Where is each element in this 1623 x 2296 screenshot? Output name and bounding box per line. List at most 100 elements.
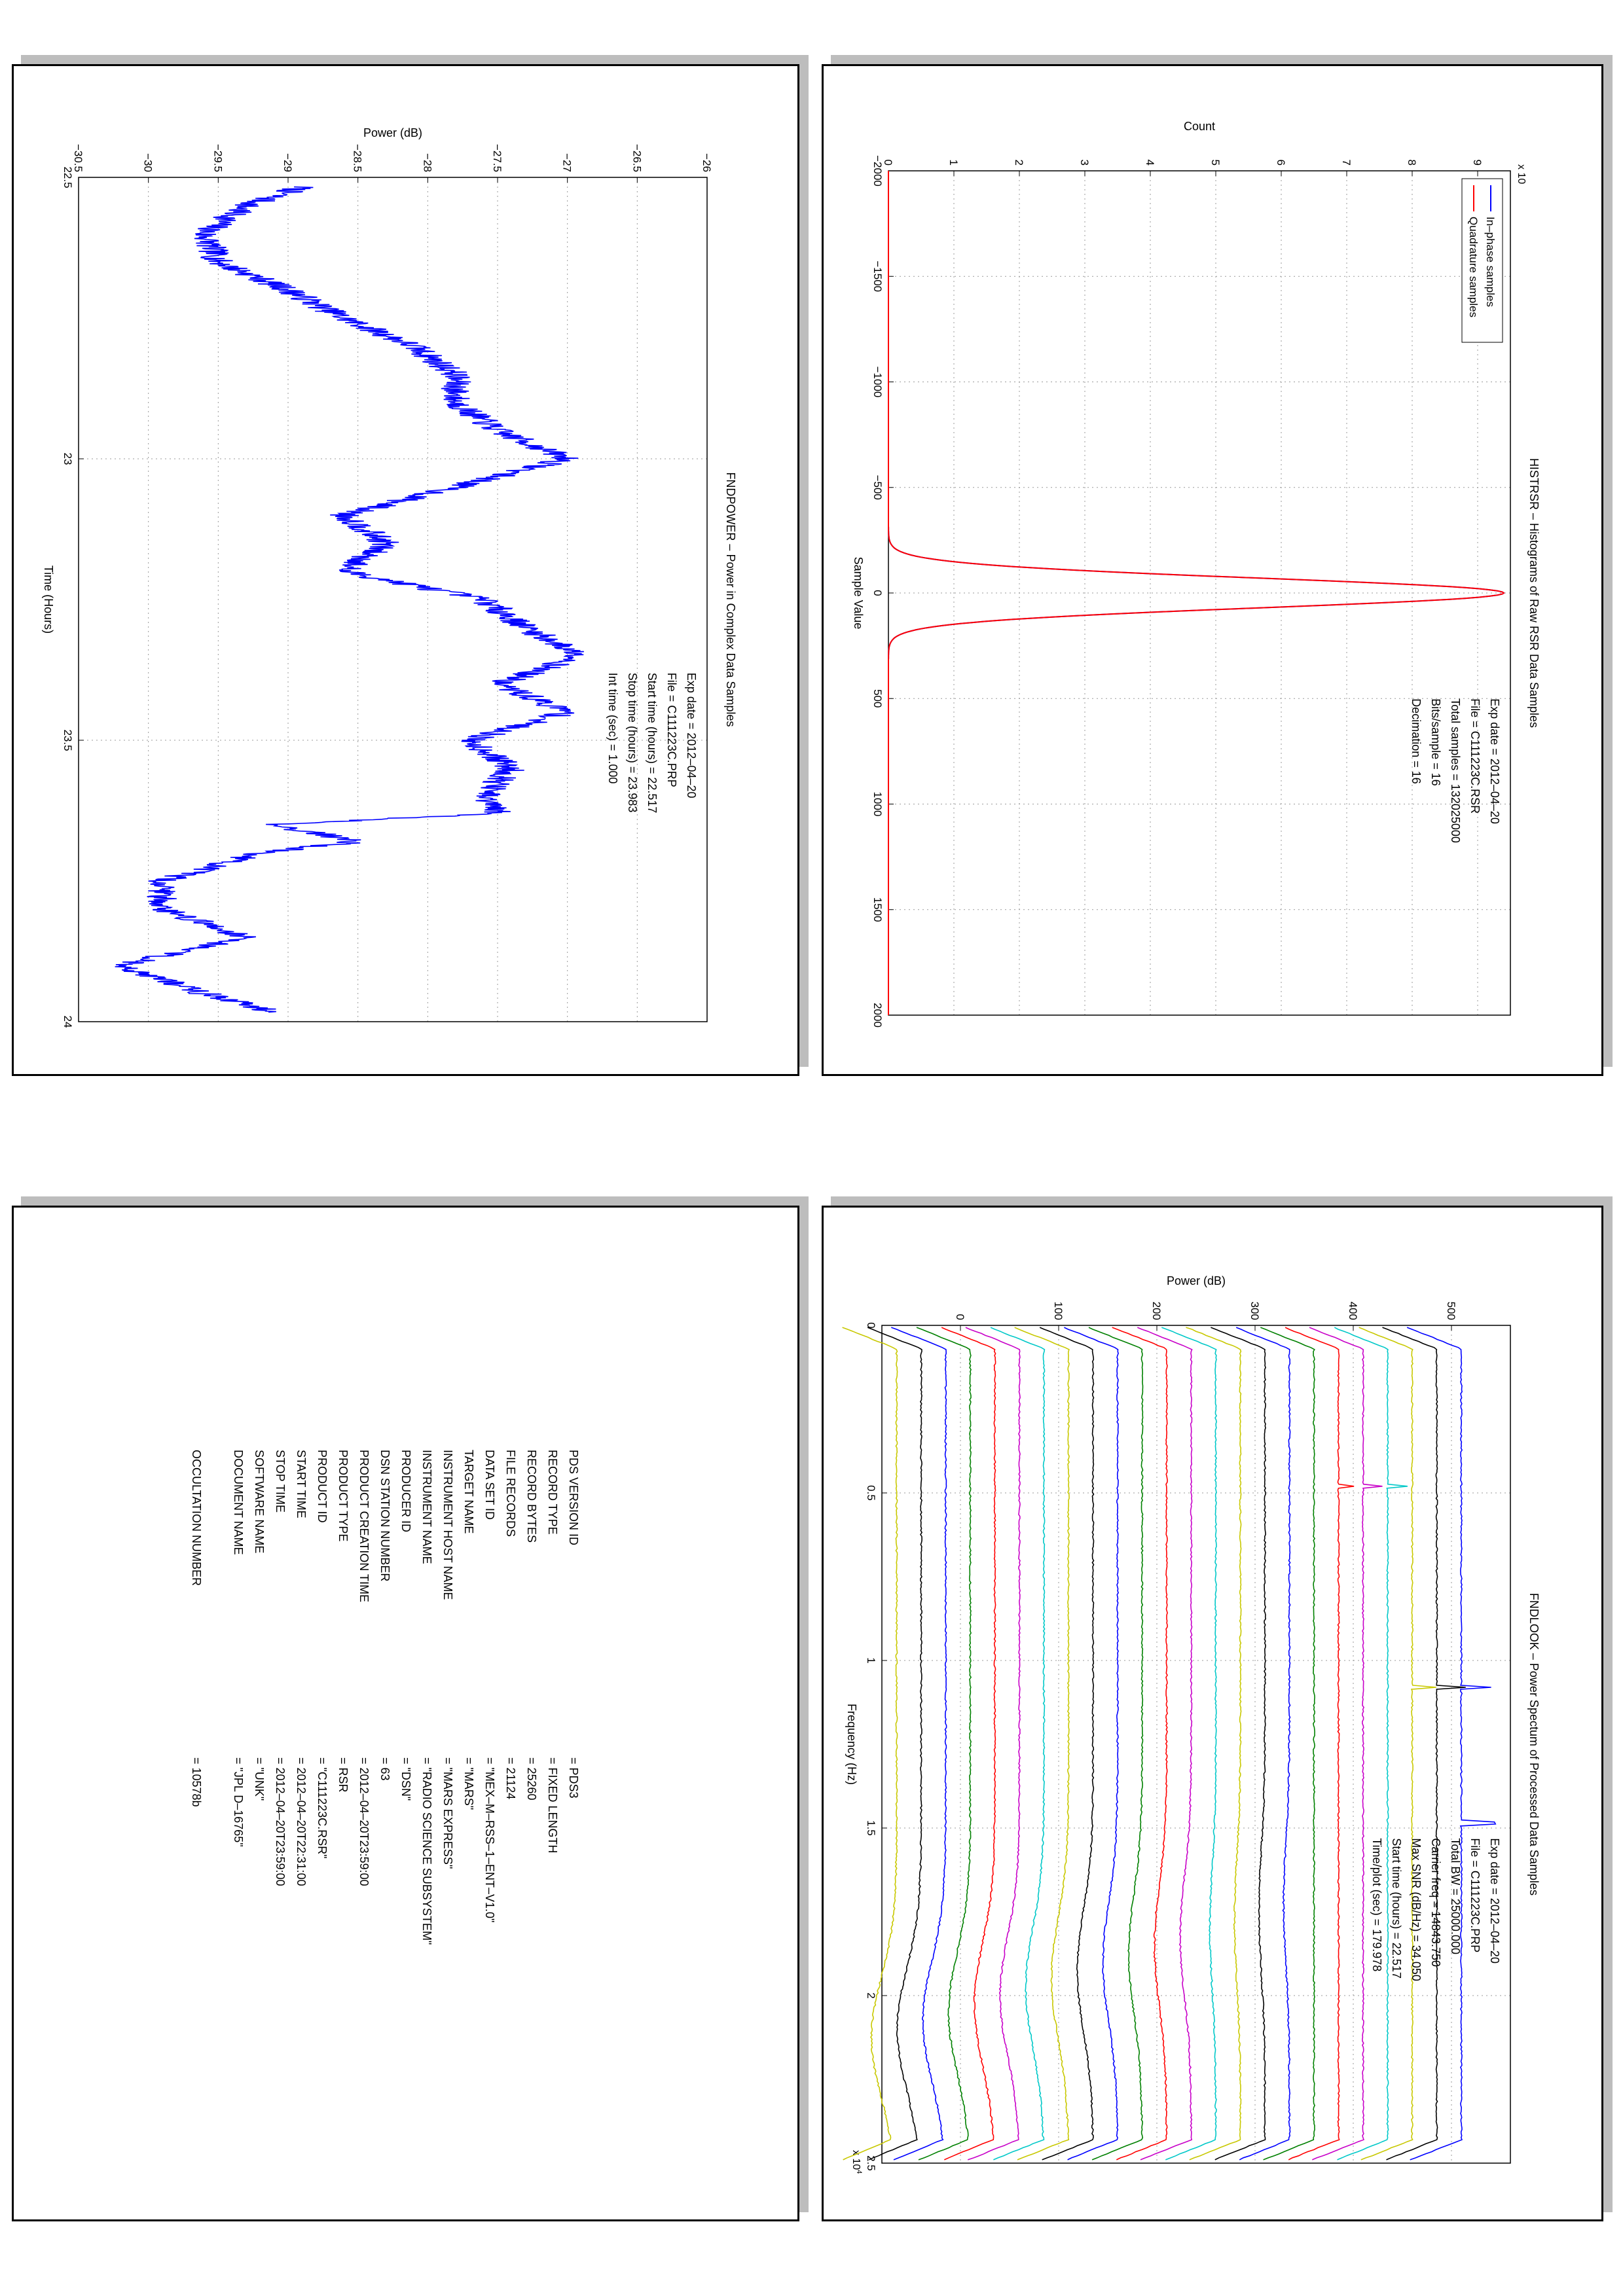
pds-value: = "JPL D–16765" <box>232 1757 245 1847</box>
pds-key: DOCUMENT NAME <box>232 1450 245 1555</box>
y-tick-label: 200 <box>1150 1302 1163 1320</box>
pds-value: = "RADIO SCIENCE SUBSYSTEM" <box>420 1757 433 1945</box>
pds-value: = "MARS EXPRESS" <box>441 1757 454 1869</box>
x-exponent-label: x 104 <box>850 2150 863 2174</box>
fndlook-rotated: 0 0.5 1 1.5 2 2.5 0 100 200 300 400 500 FNDLOOK – Po… <box>836 1221 1589 2206</box>
info-line: Exp date = 2012–04–20 <box>1488 1838 1501 1964</box>
info-line: Start time (hours) = 22.517 <box>646 673 659 814</box>
y-tick-label: −29 <box>282 153 294 172</box>
spectrum-trace <box>1137 1327 1193 2161</box>
spectrum-trace <box>1014 1327 1070 2161</box>
spectrum-trace <box>1039 1327 1095 2161</box>
pds-value: = "C111223C.RSR" <box>316 1757 329 1859</box>
y-axis-label: Power (dB) <box>1167 1274 1226 1287</box>
x-tick-label: 2.5 <box>865 2155 877 2171</box>
info-line: File = C111223C.RSR <box>1468 698 1482 814</box>
pds-value: = "MEX–M–RSS–1–ENT–V1.0" <box>483 1757 496 1922</box>
pds-value: = PDS3 <box>567 1757 580 1799</box>
spectrum-trace <box>1309 1327 1383 2161</box>
y-tick-label: 0 <box>882 160 894 166</box>
x-tick-label: 23.5 <box>62 729 74 751</box>
pds-key: STOP TIME <box>274 1450 287 1513</box>
legend: In–phase samples Quadrature samples <box>1461 178 1503 343</box>
info-line: Total samples = 132025000 <box>1449 698 1462 843</box>
spectrum-trace <box>1359 1327 1436 2161</box>
spectrum-trace <box>1112 1327 1168 2161</box>
pds-key: INSTRUMENT HOST NAME <box>441 1450 454 1600</box>
pds-value: = 21124 <box>504 1757 517 1799</box>
y-tick-label: 5 <box>1209 160 1222 166</box>
plot-frame <box>881 1325 1511 2164</box>
pds-value: = 25260 <box>525 1757 538 1801</box>
pds-key: PRODUCER ID <box>399 1450 412 1532</box>
pds-key: START TIME <box>295 1450 308 1518</box>
pds-label-text: PDS VERSION ID = PDS3 RECORD TYPE = FIXED L… <box>190 1450 580 1945</box>
pds-key: RECORD TYPE <box>546 1450 559 1535</box>
spectrum-trace <box>990 1327 1046 2161</box>
legend-label: In–phase samples <box>1484 217 1497 307</box>
pds-value: = "DSN" <box>399 1757 412 1801</box>
pds-value: = "MARS" <box>462 1757 475 1810</box>
power-trace <box>115 186 584 1013</box>
spectrum-trace <box>1382 1327 1466 2161</box>
x-tick-label: 500 <box>871 689 884 708</box>
y-tick-label: 2 <box>1013 160 1025 166</box>
pds-key: FILE RECORDS <box>504 1450 517 1537</box>
pds-key: RECORD BYTES <box>525 1450 538 1543</box>
x-axis-label: Sample Value <box>852 557 865 630</box>
spectrum-trace <box>965 1327 1021 2161</box>
spectrum-trace <box>1285 1327 1355 2161</box>
spectrum-trace <box>1088 1327 1144 2161</box>
y-tick-label: −29.5 <box>211 144 224 172</box>
histogram-line-quadrature <box>888 171 1505 1015</box>
pds-key: OCCULTATION NUMBER <box>190 1450 203 1586</box>
y-tick-label: 500 <box>1445 1302 1457 1320</box>
x-tick-label: −500 <box>871 475 884 500</box>
spectrum-trace <box>891 1327 947 2161</box>
info-line: Int time (sec) = 1.000 <box>606 673 619 784</box>
y-exponent-label: x 10 <box>1516 164 1527 184</box>
histrsr-rotated: −2000 −1500 −1000 −500 0 500 1000 1500 2000 0 1 2 3 4… <box>836 79 1589 1061</box>
x-tick-label: 0.5 <box>865 1485 877 1501</box>
y-tick-label: 1 <box>947 160 960 166</box>
x-tick-label: 23 <box>62 453 74 465</box>
y-tick-label: 0 <box>954 1314 966 1320</box>
pds-key: PRODUCT TYPE <box>337 1450 350 1541</box>
pds-key: PRODUCT ID <box>316 1450 329 1523</box>
y-tick-label: −26 <box>701 153 713 172</box>
y-tick-label: −27 <box>560 153 573 172</box>
y-tick-label: 8 <box>1406 160 1418 166</box>
spectrum-trace <box>1186 1327 1242 2161</box>
histogram-line-inphase <box>888 171 1505 1015</box>
info-line: File = C111223C.PRP <box>665 673 678 787</box>
x-tick-label: 0 <box>871 590 884 596</box>
y-tick-label: 3 <box>1078 160 1091 166</box>
pds-key: INSTRUMENT NAME <box>420 1450 433 1564</box>
spectrum-trace <box>842 1327 898 2161</box>
pds-label-panel: PDS VERSION ID = PDS3 RECORD TYPE = FIXED L… <box>12 1206 799 2221</box>
pds-key: PDS VERSION ID <box>567 1450 580 1545</box>
x-tick-label: 2 <box>865 1992 877 1998</box>
spectrum-trace <box>1161 1327 1218 2161</box>
y-tick-label: 300 <box>1249 1302 1261 1320</box>
x-tick-label: 2000 <box>871 1003 884 1028</box>
spectrum-trace <box>1406 1327 1497 2161</box>
info-line: Carrier freq = 14843.750 <box>1429 1838 1442 1967</box>
info-line: Time/plot (sec) = 179.978 <box>1370 1838 1383 1971</box>
pds-key: DSN STATION NUMBER <box>378 1450 392 1581</box>
pds-label-rotated: PDS VERSION ID = PDS3 RECORD TYPE = FIXED L… <box>26 1221 786 2206</box>
pds-value: = 2012–04–20T23:59:00 <box>357 1757 371 1886</box>
x-tick-label: 24 <box>62 1016 74 1028</box>
chart-title: FNDLOOK – Power Spectum of Processed Dat… <box>1527 1593 1541 1895</box>
y-tick-label: 100 <box>1052 1302 1065 1320</box>
x-tick-label: −1000 <box>871 367 884 398</box>
info-line: Decimation = 16 <box>1410 698 1423 784</box>
spectrum-trace <box>1235 1327 1291 2161</box>
x-tick-label: 1.5 <box>865 1820 877 1836</box>
info-line: File = C111223C.PRP <box>1468 1838 1482 1952</box>
y-tick-label: −30.5 <box>72 144 84 172</box>
pds-key: PRODUCT CREATION TIME <box>357 1450 371 1602</box>
info-line: Total BW = 25000.000 <box>1449 1838 1462 1954</box>
chart-title: HISTRSR – Histograms of Raw RSR Data Sam… <box>1527 458 1541 728</box>
x-tick-label: −1500 <box>871 260 884 292</box>
